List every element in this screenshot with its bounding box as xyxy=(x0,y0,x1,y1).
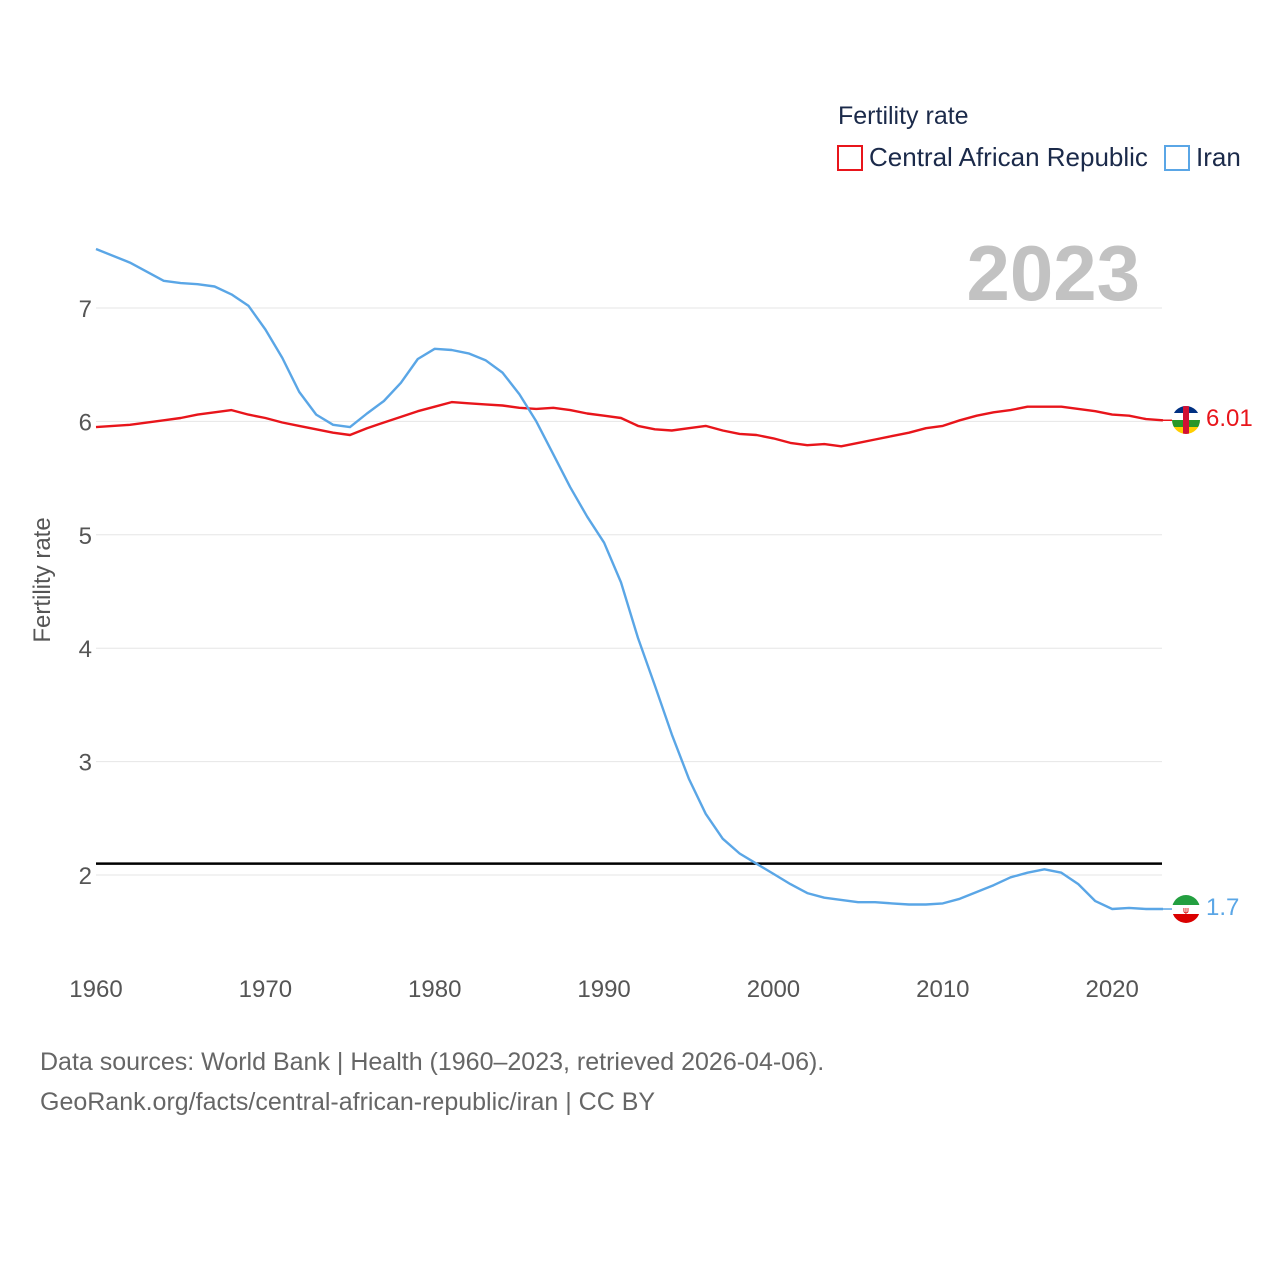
gridlines xyxy=(96,307,1162,876)
series-line-iran xyxy=(95,247,1163,911)
y-tick-label-2: 2 xyxy=(79,863,92,890)
x-tick-label-1960: 1960 xyxy=(69,976,122,1003)
y-tick-label-7: 7 xyxy=(79,296,92,323)
series-line-central-african-republic xyxy=(95,400,1164,448)
end-value-label-iran: 1.7 xyxy=(1206,894,1239,921)
x-axis-ticks: 1960 1970 1980 1990 2000 2010 2020 xyxy=(69,976,1139,1003)
series-lines xyxy=(95,247,1164,911)
x-tick-label-2000: 2000 xyxy=(747,976,800,1003)
y-axis-ticks: 2 3 4 5 6 7 xyxy=(79,296,92,890)
y-tick-label-3: 3 xyxy=(79,750,92,777)
series-end-markers xyxy=(1163,419,1172,910)
iran-flag-icon: ψ xyxy=(1172,895,1200,923)
legend-swatch-central-african-republic xyxy=(837,145,863,171)
central-african-republic-flag-icon xyxy=(1172,406,1200,434)
legend-item-central-african-republic[interactable]: Central African Republic xyxy=(837,142,1148,172)
legend-label-iran: Iran xyxy=(1196,142,1241,172)
legend-item-iran[interactable]: Iran xyxy=(1164,142,1241,172)
y-tick-label-6: 6 xyxy=(79,409,92,436)
legend-title: Fertility rate xyxy=(838,102,969,130)
y-axis-label: Fertility rate xyxy=(29,517,56,642)
footer-attribution-link[interactable]: GeoRank.org/facts/central-african-republ… xyxy=(40,1088,656,1116)
y-tick-label-5: 5 xyxy=(79,523,92,550)
end-value-label-central-african-republic: 6.01 xyxy=(1206,405,1253,432)
x-tick-label-2010: 2010 xyxy=(916,976,969,1003)
legend-label-central-african-republic: Central African Republic xyxy=(869,142,1148,172)
x-tick-label-1970: 1970 xyxy=(239,976,292,1003)
y-tick-label-4: 4 xyxy=(79,636,92,663)
x-tick-label-2020: 2020 xyxy=(1085,976,1138,1003)
x-tick-label-1990: 1990 xyxy=(577,976,630,1003)
current-year-label: 2023 xyxy=(966,229,1140,317)
svg-text:ψ: ψ xyxy=(1183,906,1189,916)
x-tick-label-1980: 1980 xyxy=(408,976,461,1003)
footer-data-sources: Data sources: World Bank | Health (1960–… xyxy=(40,1048,825,1076)
footer: Data sources: World Bank | Health (1960–… xyxy=(40,1042,824,1122)
legend-swatch-iran xyxy=(1164,145,1190,171)
